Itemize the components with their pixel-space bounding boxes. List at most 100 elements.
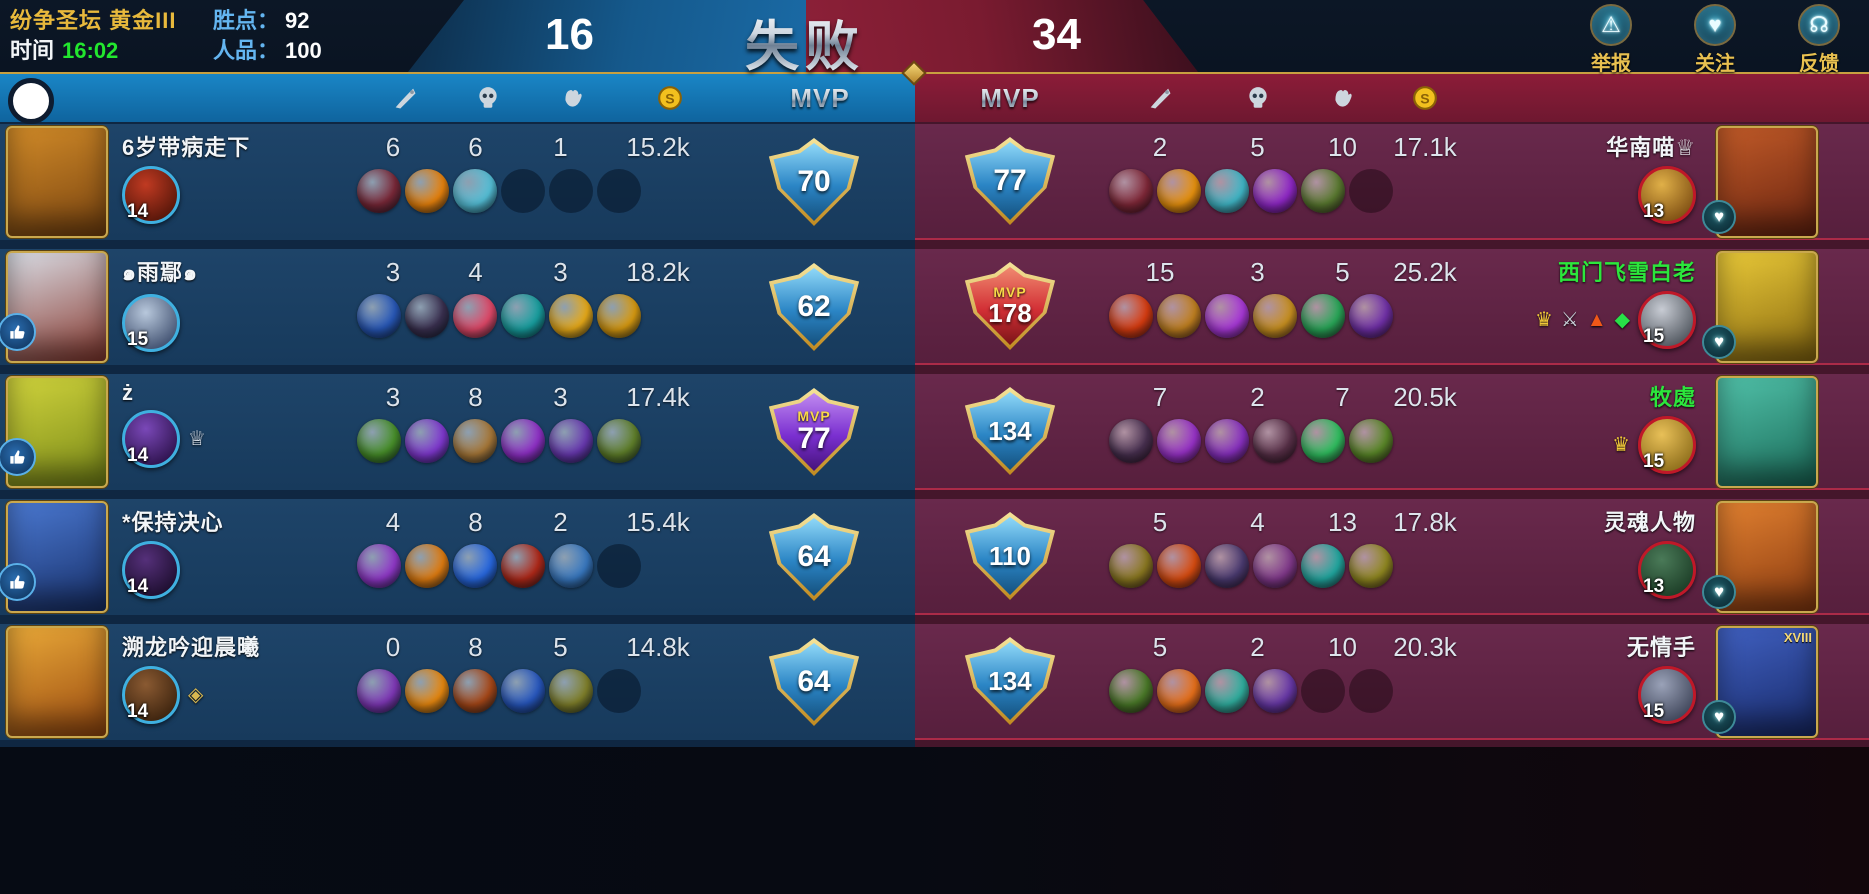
item-icon[interactable] bbox=[357, 419, 401, 463]
feedback-label: 反馈 bbox=[1799, 53, 1839, 75]
item-icon[interactable] bbox=[1157, 419, 1201, 463]
like-heart-icon[interactable]: ♥ bbox=[1702, 325, 1736, 359]
kda-gold-line: 3 8 3 17.4k bbox=[353, 382, 713, 413]
item-icon[interactable] bbox=[549, 294, 593, 338]
hero-card[interactable]: XVIII ♥ bbox=[1702, 626, 1818, 738]
item-icon[interactable] bbox=[405, 294, 449, 338]
item-icon[interactable] bbox=[453, 544, 497, 588]
item-icon[interactable] bbox=[1253, 419, 1297, 463]
like-heart-icon[interactable]: ♥ bbox=[1702, 700, 1736, 734]
item-icon[interactable] bbox=[501, 294, 545, 338]
follow-label: 关注 bbox=[1695, 53, 1735, 75]
item-icon[interactable] bbox=[1253, 294, 1297, 338]
item-icon[interactable] bbox=[1157, 169, 1201, 213]
item-icon[interactable] bbox=[501, 544, 545, 588]
item-icon[interactable] bbox=[1157, 294, 1201, 338]
item-icon[interactable] bbox=[501, 419, 545, 463]
item-icon[interactable] bbox=[405, 669, 449, 713]
item-icon[interactable] bbox=[1301, 544, 1345, 588]
item-icon[interactable] bbox=[1205, 169, 1249, 213]
player-name: 牧處 bbox=[1649, 385, 1696, 410]
item-icon[interactable] bbox=[501, 669, 545, 713]
bottom-band bbox=[0, 747, 1869, 894]
player-row: ż 14 ♕ 3 8 3 17.4k MVP 77 bbox=[0, 374, 915, 490]
item-icon[interactable] bbox=[1109, 419, 1153, 463]
item-icon[interactable] bbox=[453, 294, 497, 338]
item-icon[interactable] bbox=[1157, 669, 1201, 713]
item-icon[interactable] bbox=[597, 294, 641, 338]
item-icon[interactable] bbox=[453, 169, 497, 213]
assists-value: 7 bbox=[1335, 382, 1350, 412]
hero-card[interactable]: ♥ bbox=[1702, 501, 1818, 613]
player-avatar[interactable]: 15 bbox=[1638, 291, 1696, 349]
player-avatar[interactable]: 15 bbox=[1638, 416, 1696, 474]
rank-badge: 77 bbox=[964, 137, 1056, 225]
item-icon[interactable] bbox=[549, 669, 593, 713]
like-heart-icon[interactable]: ♥ bbox=[1702, 200, 1736, 234]
item-icon[interactable] bbox=[453, 669, 497, 713]
hero-card[interactable] bbox=[1716, 376, 1818, 488]
item-icon[interactable] bbox=[1253, 544, 1297, 588]
player-avatar[interactable]: 14 bbox=[122, 541, 180, 599]
like-heart-icon[interactable]: ♥ bbox=[1702, 575, 1736, 609]
hero-card[interactable] bbox=[6, 126, 108, 238]
gold-value: 20.3k bbox=[1393, 632, 1457, 662]
kills-value: 5 bbox=[1152, 507, 1168, 537]
item-icon[interactable] bbox=[1109, 294, 1153, 338]
player-avatar[interactable]: 14 bbox=[122, 410, 180, 468]
item-icon[interactable] bbox=[1205, 294, 1249, 338]
item-icon[interactable] bbox=[1349, 294, 1393, 338]
item-icon[interactable] bbox=[1301, 419, 1345, 463]
player-info: ๑雨鄢๑ 15 bbox=[108, 249, 353, 365]
player-avatar[interactable]: 15 bbox=[122, 294, 180, 352]
item-icon[interactable] bbox=[549, 419, 593, 463]
item-icon[interactable] bbox=[1301, 294, 1345, 338]
thumbs-up-icon[interactable] bbox=[0, 563, 36, 601]
player-avatar[interactable]: 14 bbox=[122, 166, 180, 224]
thumbs-up-icon[interactable] bbox=[0, 313, 36, 351]
item-icon[interactable] bbox=[1253, 669, 1297, 713]
karma-line: 人品： 100 bbox=[213, 36, 322, 66]
item-icon[interactable] bbox=[357, 169, 401, 213]
hero-card[interactable]: ♥ bbox=[1702, 251, 1818, 363]
item-icon[interactable] bbox=[1109, 169, 1153, 213]
item-icon[interactable] bbox=[1301, 169, 1345, 213]
player-avatar[interactable]: 13 bbox=[1638, 541, 1696, 599]
gold-value: 17.4k bbox=[626, 382, 690, 412]
assists-value: 3 bbox=[553, 382, 568, 412]
item-icon[interactable] bbox=[549, 544, 593, 588]
item-icon[interactable] bbox=[357, 669, 401, 713]
report-button[interactable]: ⚠ 举报 bbox=[1575, 4, 1647, 76]
item-icon[interactable] bbox=[453, 419, 497, 463]
item-icon[interactable] bbox=[405, 419, 449, 463]
player-row: 溯龙吟迎晨曦 14 ◈ 0 8 5 14.8k 64 bbox=[0, 624, 915, 740]
item-icon[interactable] bbox=[1349, 419, 1393, 463]
item-icon[interactable] bbox=[357, 294, 401, 338]
player-avatar[interactable]: 15 bbox=[1638, 666, 1696, 724]
item-icon[interactable] bbox=[1349, 544, 1393, 588]
item-icon[interactable] bbox=[1205, 544, 1249, 588]
badge-score: 62 bbox=[797, 290, 831, 323]
item-icon[interactable] bbox=[1253, 169, 1297, 213]
item-icon[interactable] bbox=[405, 169, 449, 213]
item-icon[interactable] bbox=[1157, 544, 1201, 588]
badge-column: MVP 77 bbox=[713, 374, 915, 490]
hero-card[interactable]: ♥ bbox=[1702, 126, 1818, 238]
hero-card[interactable] bbox=[6, 626, 108, 738]
item-icon[interactable] bbox=[1205, 419, 1249, 463]
thumbs-up-icon[interactable] bbox=[0, 438, 36, 476]
follow-button[interactable]: ♥ 关注 bbox=[1679, 4, 1751, 76]
item-icon[interactable] bbox=[1205, 669, 1249, 713]
item-icon[interactable] bbox=[1109, 669, 1153, 713]
item-icon[interactable] bbox=[1109, 544, 1153, 588]
item-icon[interactable] bbox=[597, 419, 641, 463]
player-avatar[interactable]: 13 bbox=[1638, 166, 1696, 224]
feedback-button[interactable]: ☊ 反馈 bbox=[1783, 4, 1855, 76]
player-avatar[interactable]: 14 bbox=[122, 666, 180, 724]
corner-circle-button[interactable] bbox=[8, 78, 54, 124]
assists-value: 13 bbox=[1328, 507, 1357, 537]
avatar-line: 14 ♕ bbox=[122, 410, 353, 468]
item-icon[interactable] bbox=[405, 544, 449, 588]
item-icon[interactable] bbox=[357, 544, 401, 588]
gold-value: 15.4k bbox=[626, 507, 690, 537]
